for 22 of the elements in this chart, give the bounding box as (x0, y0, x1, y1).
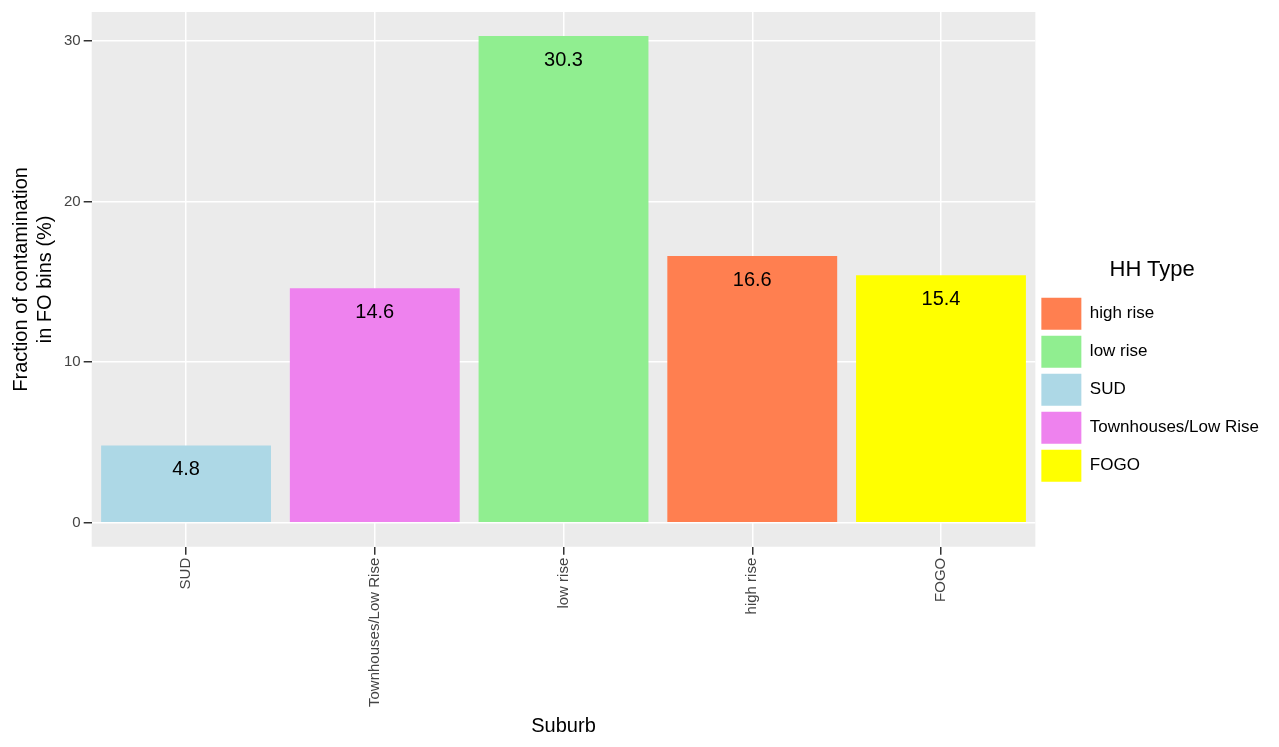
data-label: 16.6 (732, 267, 772, 290)
x-tick-label: FOGO (931, 557, 949, 602)
data-label: 30.3 (544, 47, 583, 70)
data-label: 15.4 (921, 286, 961, 309)
data-label: 4.8 (172, 457, 200, 480)
y-tick-label: 30 (64, 31, 81, 49)
legend-label: FOGO (1089, 455, 1140, 475)
legend-label: low rise (1089, 341, 1148, 361)
y-tick-label: 10 (64, 352, 81, 370)
y-tick-label: 20 (64, 191, 81, 209)
legend-title: HH Type (1109, 256, 1195, 282)
x-tick-label: SUD (176, 557, 194, 590)
data-label: 14.6 (355, 299, 395, 322)
x-axis-title: Suburb (531, 713, 596, 736)
y-tick-label: 0 (72, 512, 81, 530)
x-tick-label: high rise (742, 557, 760, 615)
legend-label: high rise (1089, 303, 1155, 323)
x-tick-label: Townhouses/Low Rise (364, 557, 382, 707)
legend-label: Townhouses/Low Rise (1089, 417, 1260, 437)
legend-label: SUD (1089, 379, 1126, 399)
y-axis-title: Fraction of contamination in FO bins (%) (8, 167, 55, 392)
x-tick-label: low rise (553, 557, 571, 609)
